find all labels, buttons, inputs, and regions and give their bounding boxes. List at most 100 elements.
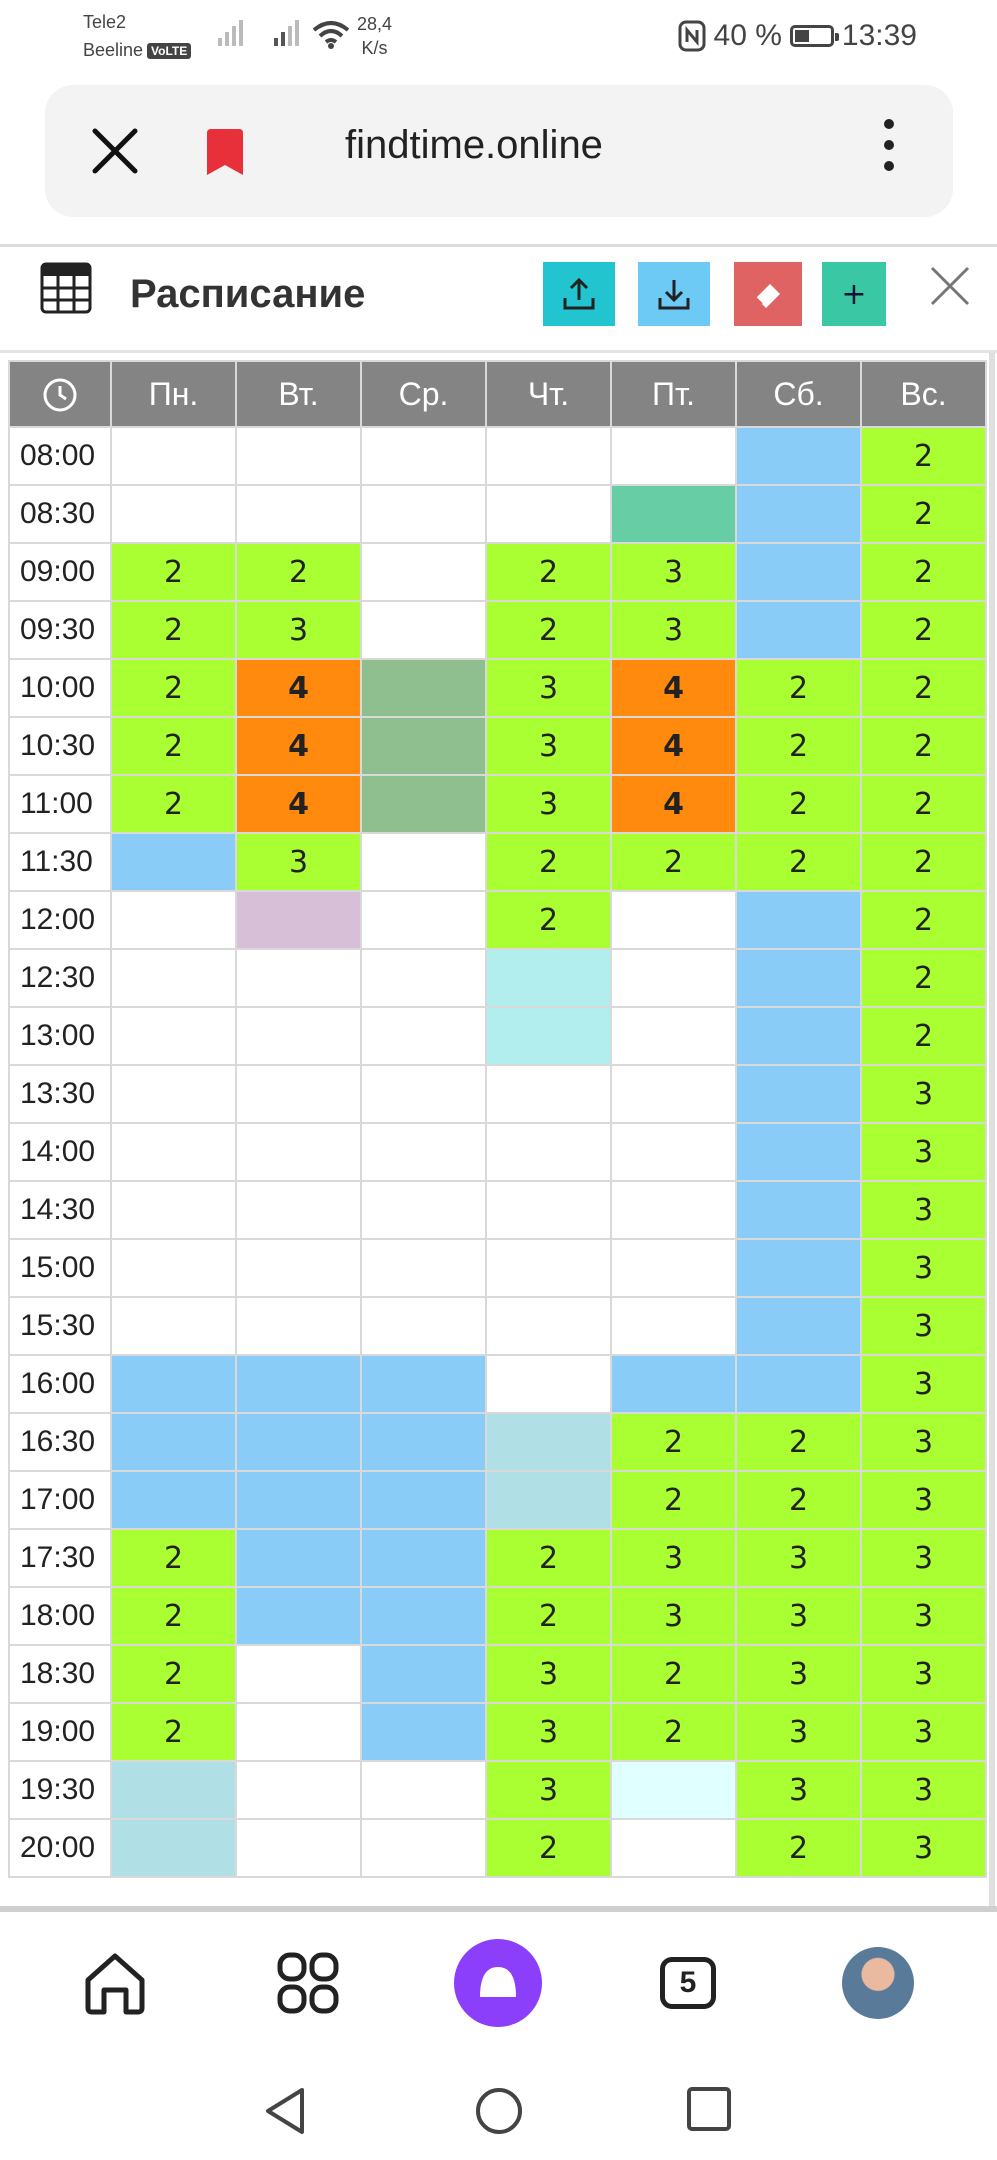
slot-cell[interactable] <box>235 426 362 486</box>
slot-cell[interactable]: 3 <box>485 716 612 776</box>
export-button[interactable] <box>543 262 615 326</box>
slot-cell[interactable]: 3 <box>860 1354 987 1414</box>
slot-cell[interactable] <box>110 890 237 950</box>
slot-cell[interactable]: 2 <box>860 600 987 660</box>
slot-cell[interactable] <box>110 1238 237 1298</box>
slot-cell[interactable]: 2 <box>485 890 612 950</box>
slot-cell[interactable]: 3 <box>610 1586 737 1646</box>
add-button[interactable]: + <box>822 262 886 326</box>
slot-cell[interactable]: 2 <box>860 716 987 776</box>
slot-cell[interactable] <box>735 1064 862 1124</box>
slot-cell[interactable]: 3 <box>860 1702 987 1762</box>
vertical-scrollbar[interactable] <box>989 352 995 1912</box>
slot-cell[interactable]: 2 <box>735 658 862 718</box>
slot-cell[interactable] <box>360 1354 487 1414</box>
slot-cell[interactable] <box>110 1760 237 1820</box>
slot-cell[interactable] <box>485 1064 612 1124</box>
slot-cell[interactable] <box>360 600 487 660</box>
slot-cell[interactable]: 3 <box>860 1064 987 1124</box>
slot-cell[interactable] <box>110 1064 237 1124</box>
slot-cell[interactable] <box>485 426 612 486</box>
close-tab-icon[interactable] <box>85 121 145 181</box>
slot-cell[interactable]: 2 <box>485 542 612 602</box>
slot-cell[interactable] <box>735 890 862 950</box>
slot-cell[interactable] <box>235 890 362 950</box>
slot-cell[interactable]: 2 <box>860 426 987 486</box>
slot-cell[interactable]: 3 <box>610 600 737 660</box>
slot-cell[interactable] <box>735 1354 862 1414</box>
slot-cell[interactable] <box>110 1470 237 1530</box>
slot-cell[interactable] <box>735 426 862 486</box>
slot-cell[interactable]: 3 <box>860 1470 987 1530</box>
slot-cell[interactable]: 2 <box>110 600 237 660</box>
slot-cell[interactable]: 3 <box>860 1122 987 1182</box>
slot-cell[interactable] <box>735 1296 862 1356</box>
slot-cell[interactable] <box>360 1412 487 1472</box>
slot-cell[interactable]: 2 <box>235 542 362 602</box>
slot-cell[interactable] <box>110 948 237 1008</box>
slot-cell[interactable]: 4 <box>610 774 737 834</box>
slot-cell[interactable]: 3 <box>485 1644 612 1704</box>
slot-cell[interactable] <box>235 1354 362 1414</box>
slot-cell[interactable] <box>360 948 487 1008</box>
tabs-icon[interactable]: 5 <box>648 1943 728 2023</box>
horizontal-scrollbar[interactable] <box>0 1906 997 1912</box>
slot-cell[interactable]: 3 <box>485 774 612 834</box>
slot-cell[interactable] <box>610 948 737 1008</box>
slot-cell[interactable] <box>110 426 237 486</box>
slot-cell[interactable] <box>360 1586 487 1646</box>
slot-cell[interactable] <box>235 1528 362 1588</box>
slot-cell[interactable]: 2 <box>735 1818 862 1878</box>
slot-cell[interactable] <box>735 1180 862 1240</box>
slot-cell[interactable] <box>235 1470 362 1530</box>
slot-cell[interactable] <box>235 1238 362 1298</box>
alice-icon[interactable] <box>454 1939 542 2027</box>
slot-cell[interactable]: 3 <box>610 542 737 602</box>
slot-cell[interactable] <box>485 1238 612 1298</box>
slot-cell[interactable]: 4 <box>610 658 737 718</box>
slot-cell[interactable] <box>610 484 737 544</box>
apps-icon[interactable] <box>268 1943 348 2023</box>
slot-cell[interactable]: 3 <box>485 1760 612 1820</box>
slot-cell[interactable]: 3 <box>860 1238 987 1298</box>
slot-cell[interactable] <box>360 658 487 718</box>
slot-cell[interactable]: 2 <box>485 1586 612 1646</box>
erase-button[interactable] <box>734 262 802 326</box>
slot-cell[interactable] <box>110 1818 237 1878</box>
slot-cell[interactable]: 2 <box>110 774 237 834</box>
slot-cell[interactable]: 3 <box>860 1586 987 1646</box>
slot-cell[interactable] <box>485 1412 612 1472</box>
slot-cell[interactable]: 3 <box>485 658 612 718</box>
slot-cell[interactable]: 3 <box>485 1702 612 1762</box>
slot-cell[interactable]: 3 <box>860 1412 987 1472</box>
slot-cell[interactable] <box>360 1064 487 1124</box>
slot-cell[interactable] <box>610 890 737 950</box>
slot-cell[interactable] <box>360 542 487 602</box>
slot-cell[interactable] <box>735 1238 862 1298</box>
slot-cell[interactable]: 2 <box>860 832 987 892</box>
close-icon[interactable] <box>928 264 972 308</box>
slot-cell[interactable] <box>235 1412 362 1472</box>
slot-cell[interactable] <box>360 774 487 834</box>
slot-cell[interactable] <box>235 1760 362 1820</box>
slot-cell[interactable]: 3 <box>860 1644 987 1704</box>
slot-cell[interactable] <box>235 1644 362 1704</box>
slot-cell[interactable] <box>235 1586 362 1646</box>
slot-cell[interactable]: 2 <box>860 542 987 602</box>
slot-cell[interactable]: 2 <box>485 1528 612 1588</box>
slot-cell[interactable] <box>110 1412 237 1472</box>
slot-cell[interactable] <box>735 948 862 1008</box>
slot-cell[interactable] <box>360 1644 487 1704</box>
slot-cell[interactable] <box>610 1296 737 1356</box>
home-icon[interactable] <box>75 1943 155 2023</box>
slot-cell[interactable] <box>610 1238 737 1298</box>
slot-cell[interactable]: 4 <box>235 658 362 718</box>
slot-cell[interactable] <box>610 1064 737 1124</box>
slot-cell[interactable]: 2 <box>610 1412 737 1472</box>
import-button[interactable] <box>638 262 710 326</box>
slot-cell[interactable]: 3 <box>735 1644 862 1704</box>
slot-cell[interactable]: 2 <box>735 832 862 892</box>
slot-cell[interactable]: 3 <box>735 1586 862 1646</box>
slot-cell[interactable]: 3 <box>610 1528 737 1588</box>
slot-cell[interactable]: 2 <box>860 1006 987 1066</box>
